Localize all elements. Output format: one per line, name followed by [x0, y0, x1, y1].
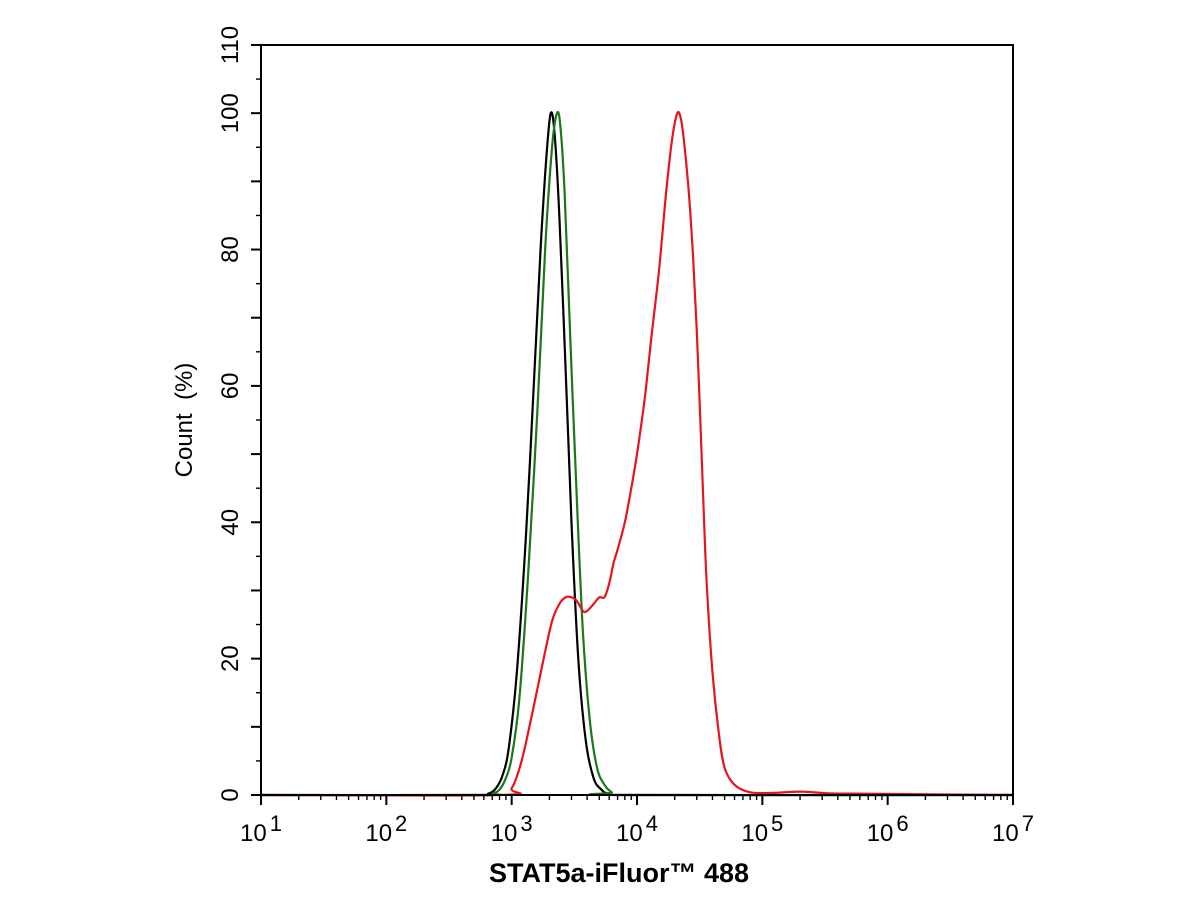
x-tick-label: 10 6 [867, 811, 909, 847]
y-tick-label: 20 [217, 645, 244, 672]
y-tick-label: 60 [217, 373, 244, 400]
y-axis-title: Count (%) [171, 363, 198, 478]
plot-frame [260, 44, 1014, 796]
y-tick-label: 40 [217, 509, 244, 536]
series-line-3 [260, 110, 1014, 797]
y-tick-label: 100 [217, 93, 244, 133]
x-tick-label: 10 1 [240, 811, 282, 847]
series-line-2 [260, 110, 1014, 797]
x-tick-label: 10 5 [741, 811, 783, 847]
x-tick-label: 10 7 [992, 811, 1034, 847]
y-tick-label: 80 [217, 236, 244, 263]
y-tick-label: 0 [217, 788, 244, 801]
x-axis-ticks: 10 1 10 2 10 3 10 4 10 5 10 6 10 7 [240, 795, 1034, 847]
y-tick-label: 110 [217, 26, 244, 64]
x-tick-label: 10 4 [616, 811, 658, 847]
plot-series [260, 110, 1014, 797]
x-axis-title: STAT5a-iFluor™ 488 [489, 858, 749, 888]
x-tick-label: 10 2 [365, 811, 407, 847]
y-axis-ticks: 0 20 40 60 80 100 110 [217, 26, 261, 802]
x-tick-label: 10 3 [491, 811, 533, 847]
series-line-1 [260, 111, 1014, 797]
